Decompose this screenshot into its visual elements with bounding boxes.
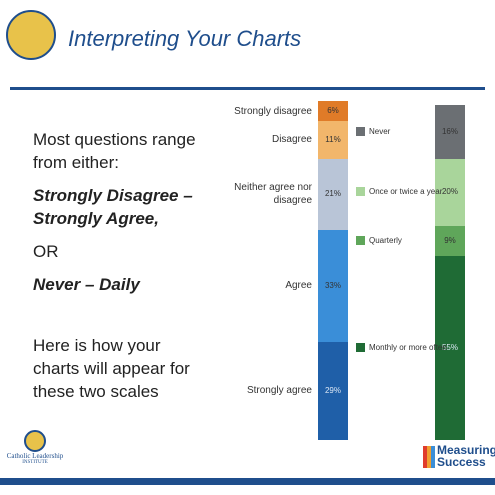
value-label: 6%: [327, 106, 339, 116]
title-rule: [10, 87, 485, 90]
bar-segment: [435, 225, 465, 256]
paragraph: Most questions range from either:: [33, 130, 196, 172]
bar-segment: [318, 101, 348, 122]
logo-line: Success: [437, 455, 486, 469]
legend-label: Strongly disagree: [234, 105, 312, 117]
legend-swatch: [356, 187, 365, 197]
value-label: 21%: [324, 189, 341, 199]
legend-swatch: [356, 342, 365, 352]
logo-icon: [24, 430, 46, 452]
logo-text: Measuring Success: [437, 444, 495, 468]
value-label: 33%: [324, 280, 341, 290]
value-label: 29%: [324, 385, 341, 395]
legend-swatch: [356, 126, 365, 136]
logo-line: Catholic Leadership: [6, 452, 64, 460]
logo-icon: [6, 10, 56, 60]
bar-segment: [318, 121, 348, 159]
paragraph: OR: [33, 242, 59, 261]
legend-swatch: [356, 235, 365, 245]
legend-label: Disagree: [271, 134, 312, 146]
legend-label: Never: [369, 126, 391, 136]
bar-segment: [435, 158, 465, 226]
value-label: 9%: [444, 235, 456, 245]
legend-label: Once or twice a year: [369, 187, 443, 197]
logo-line: Measuring: [437, 443, 495, 457]
value-label: 11%: [325, 134, 341, 144]
legend-label: Agree: [285, 280, 312, 292]
footer-bar: [0, 478, 495, 485]
bar-segment: [435, 105, 465, 159]
bar-segment: [435, 255, 465, 440]
bar-segment: [318, 158, 348, 230]
body-text: Most questions range from either: Strong…: [33, 128, 211, 413]
paragraph: Strongly Disagree – Strongly Agree,: [33, 186, 193, 228]
slide-title: Interpreting Your Charts: [68, 26, 302, 51]
value-label: 16%: [441, 126, 458, 136]
legend-label: Monthly or more often: [369, 342, 447, 352]
legend-label: Strongly agree: [246, 385, 312, 397]
legend-label: Neither agree nor disagree: [234, 182, 312, 207]
logo-icon: [423, 446, 435, 468]
bar-segment: [318, 341, 348, 440]
logo-line: INSTITUTE: [22, 460, 48, 465]
logo-text: Catholic Leadership INSTITUTE: [5, 452, 65, 465]
bar-segment: [318, 229, 348, 342]
paragraph: Here is how your charts will appear for …: [33, 336, 190, 401]
value-label: 55%: [441, 342, 458, 352]
paragraph: Never – Daily: [33, 275, 140, 294]
legend-label: Quarterly: [369, 235, 402, 245]
value-label: 20%: [441, 187, 458, 197]
